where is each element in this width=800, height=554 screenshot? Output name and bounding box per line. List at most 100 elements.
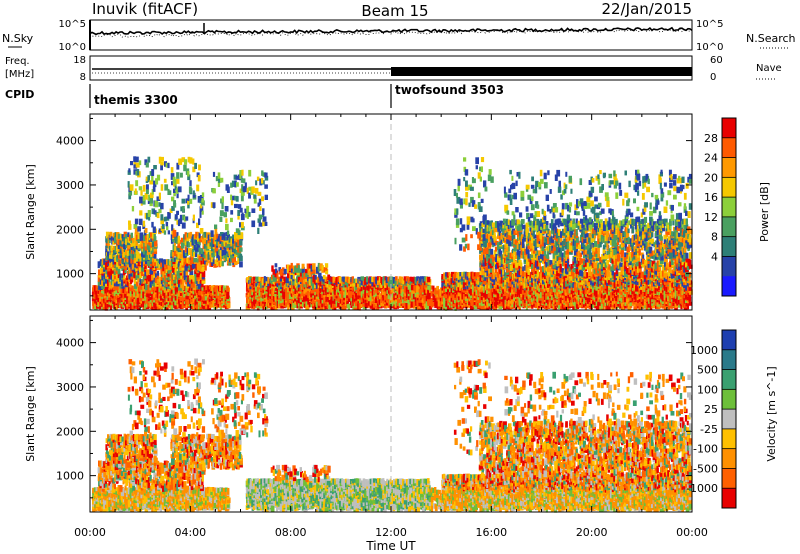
rti-cell <box>133 169 137 175</box>
rti-cell <box>124 291 128 298</box>
rti-cell <box>448 272 451 276</box>
rti-cell <box>288 276 293 282</box>
rti-cell <box>151 221 154 228</box>
rti-cell <box>198 164 201 171</box>
rti-cell <box>256 286 261 294</box>
rti-cell <box>97 275 102 282</box>
rti-cell <box>466 283 470 290</box>
rti-cell <box>160 202 164 210</box>
rti-cell <box>265 276 269 282</box>
rti-cell <box>428 285 431 291</box>
rti-cell <box>521 287 525 295</box>
rti-cell <box>230 255 233 262</box>
rti-cell <box>146 273 149 281</box>
rti-cell <box>420 276 423 283</box>
rti-cell <box>556 284 560 289</box>
rti-cell <box>201 210 204 215</box>
rti-cell <box>140 196 144 204</box>
rti-cell <box>128 273 132 280</box>
rti-cell <box>444 303 448 311</box>
rti-cell <box>327 274 331 281</box>
rti-cell <box>443 295 446 303</box>
rti-cell <box>398 284 401 292</box>
rti-cell <box>129 289 133 297</box>
rti-cell <box>258 280 261 286</box>
rti-cell <box>417 285 422 290</box>
rti-cell <box>160 303 163 310</box>
rti-cell <box>332 276 335 283</box>
rti-cell <box>246 212 249 219</box>
rti-cell <box>339 284 343 292</box>
rti-cell <box>256 176 260 181</box>
rti-cell <box>177 297 181 304</box>
nsky-trace <box>89 20 693 50</box>
rti-cell <box>355 280 358 288</box>
rti-cell <box>126 281 130 287</box>
rti-cell <box>219 255 223 261</box>
rti-cell <box>359 297 362 303</box>
rti-cell <box>292 293 295 300</box>
rti-cell <box>195 293 199 298</box>
rti-cell <box>237 174 240 180</box>
rti-cell <box>502 275 506 281</box>
rti-cell <box>430 291 434 297</box>
rti-cell <box>424 285 428 290</box>
rti-cell <box>167 265 172 271</box>
rti-cell <box>239 240 243 246</box>
rti-cell <box>391 295 394 303</box>
rti-cell <box>147 210 151 217</box>
rti-cell <box>323 293 326 298</box>
rti-cell <box>121 273 125 278</box>
rti-cell <box>189 231 193 239</box>
rti-cell <box>360 301 364 308</box>
rti-cell <box>575 288 579 294</box>
rti-cell <box>423 303 427 309</box>
rti-cell <box>297 284 302 292</box>
rti-cell <box>518 295 521 302</box>
rti-cell <box>226 255 231 260</box>
rti-cell <box>201 200 205 206</box>
rti-cell <box>221 249 225 256</box>
rti-cell <box>306 263 310 271</box>
rti-cell <box>138 218 143 226</box>
rti-cell <box>398 291 402 298</box>
rti-cell <box>188 257 192 265</box>
rti-cell <box>187 194 190 201</box>
rti-cell <box>133 299 137 306</box>
rti-cell <box>364 297 368 303</box>
rti-cell <box>548 300 551 306</box>
rti-cell <box>135 245 138 250</box>
rti-cell <box>548 277 552 285</box>
rti-cell <box>443 272 447 280</box>
rti-cell <box>542 278 546 285</box>
rti-cell <box>167 295 170 301</box>
rti-cell <box>364 301 368 308</box>
rti-cell <box>113 273 118 280</box>
rti-cell <box>207 241 210 248</box>
rti-cell <box>154 302 158 310</box>
rti-cell <box>425 287 429 294</box>
rti-cell <box>343 301 346 309</box>
rti-cell <box>559 297 563 304</box>
rti-cell <box>248 186 252 191</box>
rti-cell <box>129 267 133 274</box>
freq-panel: Freq. [MHz] 18 8 60 0 Nave <box>5 55 782 83</box>
rti-cell <box>434 301 437 308</box>
rti-cell <box>149 196 153 204</box>
rti-cell <box>158 281 162 289</box>
rti-cell <box>226 230 230 236</box>
rti-cell <box>287 291 291 299</box>
rti-cell <box>326 286 330 293</box>
rti-cell <box>504 278 508 285</box>
rti-cell <box>106 285 110 290</box>
rti-cell <box>371 301 375 308</box>
rti-cell <box>204 236 207 243</box>
rti-cell <box>93 285 98 292</box>
rti-cell <box>146 189 149 194</box>
rti-cell <box>149 285 153 291</box>
rti-cell <box>205 287 209 294</box>
rti-cell <box>119 233 123 240</box>
rti-cell <box>418 289 421 294</box>
rti-cell <box>181 242 185 249</box>
rti-cell <box>457 289 461 297</box>
